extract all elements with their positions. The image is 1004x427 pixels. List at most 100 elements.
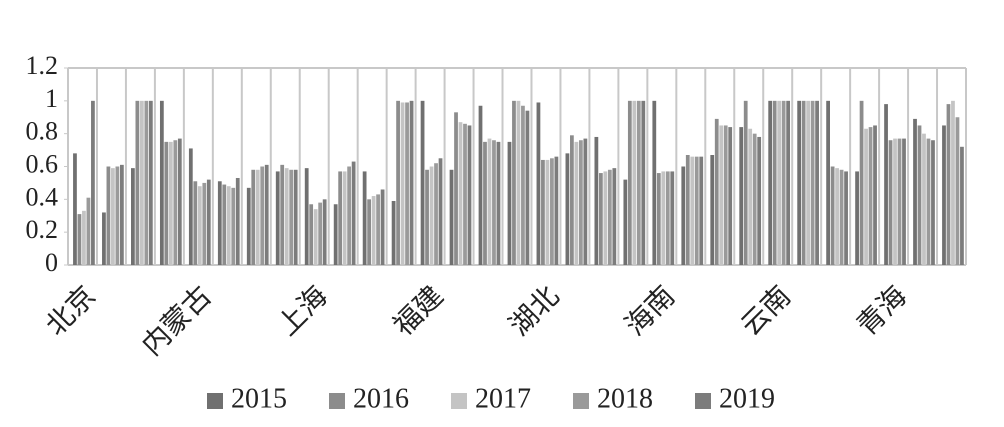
x-tick-label: 青海: [851, 280, 913, 342]
bar: [177, 138, 182, 265]
bar: [855, 171, 859, 265]
bar: [815, 100, 819, 265]
bar: [931, 140, 935, 265]
bar: [275, 171, 280, 265]
legend-swatch: [573, 393, 589, 409]
y-tick-label: 0.8: [26, 117, 59, 146]
legend-label: 2019: [719, 383, 775, 414]
bar: [467, 125, 472, 265]
bar: [839, 169, 844, 265]
bar: [144, 100, 149, 265]
bar: [111, 168, 115, 265]
bar: [810, 100, 815, 265]
bar: [554, 156, 559, 265]
bar: [946, 104, 951, 265]
bar: [723, 125, 728, 265]
bar: [280, 164, 285, 265]
bar: [757, 136, 762, 265]
bar: [550, 158, 554, 265]
bar: [902, 138, 906, 265]
bar: [458, 122, 463, 265]
bar: [574, 141, 579, 265]
bar: [743, 100, 748, 265]
bar: [226, 186, 231, 265]
bar: [913, 118, 917, 266]
x-tick-label: 湖北: [504, 281, 566, 343]
bar: [926, 138, 931, 265]
bar: [955, 117, 960, 265]
bar: [636, 100, 641, 265]
bar: [512, 100, 516, 265]
bar: [632, 100, 637, 265]
bar: [951, 100, 955, 265]
bar: [768, 100, 773, 265]
bar: [463, 123, 467, 265]
bar: [719, 125, 724, 265]
bar: [541, 159, 545, 265]
bar: [409, 100, 414, 265]
x-tick-label: 海南: [619, 280, 681, 342]
bar: [251, 169, 256, 265]
bar: [115, 166, 120, 265]
bar: [454, 112, 458, 265]
bar: [603, 171, 608, 265]
legend-swatch: [695, 393, 711, 409]
bar: [801, 100, 806, 265]
bar: [739, 127, 744, 265]
bar: [536, 102, 541, 265]
bar: [752, 133, 757, 265]
bar: [202, 182, 207, 265]
bar: [607, 169, 612, 265]
bar: [434, 163, 438, 265]
bar: [623, 179, 628, 265]
bar: [627, 100, 632, 265]
bar: [507, 141, 512, 265]
bar: [333, 204, 338, 265]
bar: [396, 100, 400, 265]
bar: [835, 168, 839, 265]
bar: [193, 181, 198, 265]
bar: [313, 209, 318, 265]
bar: [82, 210, 86, 265]
bar: [786, 100, 791, 265]
x-tick-label: 内蒙古: [136, 280, 218, 362]
legend-swatch: [329, 393, 345, 409]
bar: [420, 100, 425, 265]
bar: [131, 168, 135, 265]
bar: [342, 171, 347, 265]
legend-label: 2015: [231, 383, 287, 414]
bar: [293, 169, 298, 265]
bar: [304, 168, 309, 265]
bar: [681, 166, 686, 265]
bar: [173, 140, 178, 265]
bar: [197, 186, 202, 265]
bar: [598, 173, 603, 265]
bar: [106, 166, 111, 265]
bar: [496, 141, 501, 265]
bar: [135, 100, 140, 265]
y-tick-label: 0: [45, 248, 58, 277]
bar: [665, 171, 670, 265]
bar: [917, 125, 922, 265]
bar: [710, 155, 715, 265]
bar: [235, 177, 240, 265]
bar: [391, 200, 396, 265]
bar: [942, 125, 946, 265]
bar: [641, 100, 646, 265]
bar: [748, 128, 753, 265]
bar: [690, 156, 695, 265]
bar: [897, 138, 902, 265]
bar: [284, 168, 289, 265]
bar: [826, 100, 830, 265]
bar: [102, 212, 106, 265]
y-tick-label: 1: [45, 84, 58, 113]
bar: [781, 100, 786, 265]
bar: [86, 197, 91, 265]
bar: [139, 100, 144, 265]
bar: [376, 194, 380, 265]
bar: [362, 171, 367, 265]
bar: [217, 181, 222, 265]
bar: [483, 141, 487, 265]
bar: [868, 127, 873, 265]
bar: [830, 166, 835, 265]
